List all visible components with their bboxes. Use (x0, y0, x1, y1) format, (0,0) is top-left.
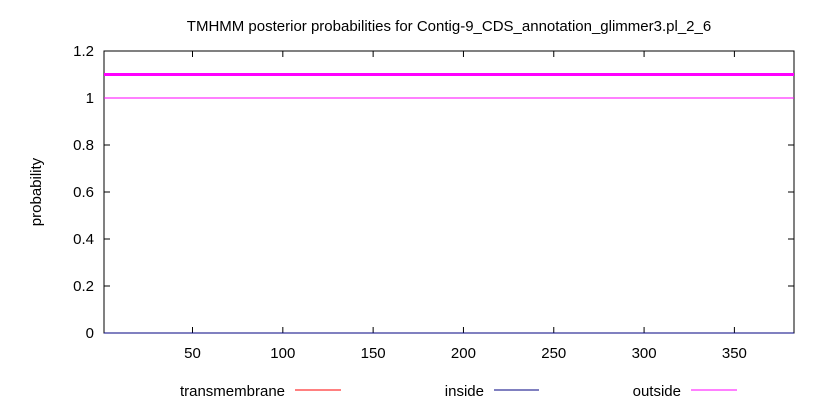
x-tick-label: 100 (270, 345, 295, 362)
x-axis-ticks: 50 100 150 200 250 300 350 (184, 51, 747, 362)
x-tick-label: 50 (184, 345, 201, 362)
x-tick-label: 350 (722, 345, 747, 362)
plot-area (103, 50, 795, 334)
y-tick-label: 0 (86, 325, 94, 342)
legend: transmembrane inside outside (180, 383, 737, 400)
legend-label-outside: outside (633, 383, 681, 400)
x-tick-label: 300 (632, 345, 657, 362)
series-lines (104, 97, 794, 334)
x-tick-label: 150 (361, 345, 386, 362)
x-tick-label: 250 (541, 345, 566, 362)
plot-frame (103, 50, 795, 334)
y-axis-ticks: 0 0.2 0.4 0.6 0.8 1 1.2 (73, 43, 794, 342)
y-tick-label: 1 (86, 90, 94, 107)
y-tick-label: 0.2 (73, 278, 94, 295)
chart-title: TMHMM posterior probabilities for Contig… (187, 18, 711, 35)
legend-label-transmembrane: transmembrane (180, 383, 285, 400)
legend-label-inside: inside (445, 383, 484, 400)
y-tick-label: 0.4 (73, 231, 94, 248)
x-tick-label: 200 (451, 345, 476, 362)
y-tick-label: 0.8 (73, 137, 94, 154)
y-axis-label: probability (28, 157, 45, 226)
y-tick-label: 1.2 (73, 43, 94, 60)
y-tick-label: 0.6 (73, 184, 94, 201)
